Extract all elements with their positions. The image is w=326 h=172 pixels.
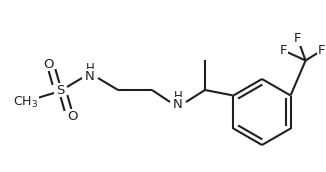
Text: S: S xyxy=(56,83,64,96)
Text: O: O xyxy=(67,110,77,122)
Text: H: H xyxy=(174,89,182,103)
Text: N: N xyxy=(173,98,183,110)
Text: H: H xyxy=(86,62,94,74)
Text: F: F xyxy=(294,32,301,45)
Text: F: F xyxy=(280,44,287,57)
Text: N: N xyxy=(85,69,95,83)
Text: F: F xyxy=(318,44,325,57)
Text: CH$_3$: CH$_3$ xyxy=(13,94,38,110)
Text: O: O xyxy=(43,57,53,71)
